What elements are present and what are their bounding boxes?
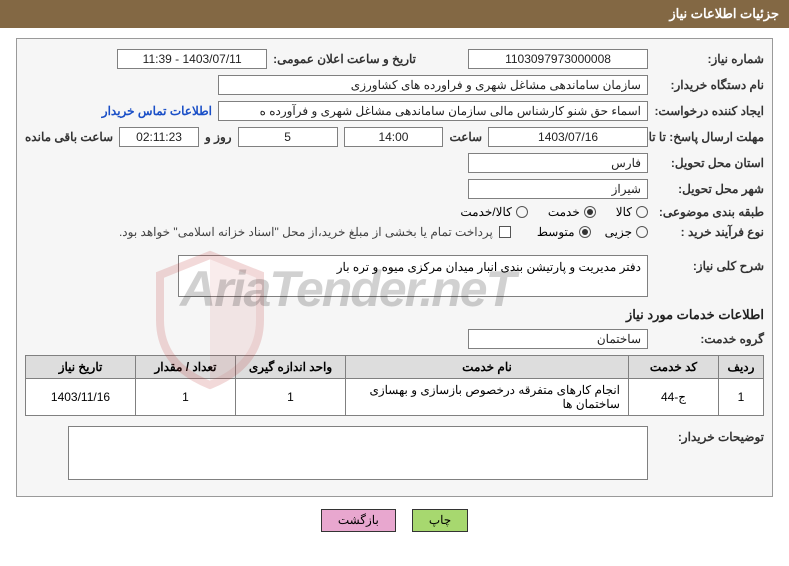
row-buyer-org: نام دستگاه خریدار: سازمان ساماندهی مشاغل… bbox=[25, 75, 764, 95]
buyer-org-field: سازمان ساماندهی مشاغل شهری و فراورده های… bbox=[218, 75, 648, 95]
radio-goods-label: کالا bbox=[616, 205, 632, 219]
desc-label: شرح کلی نیاز: bbox=[654, 255, 764, 273]
cell-name: انجام کارهای متفرقه درخصوص بازسازی و بهس… bbox=[346, 379, 629, 416]
row-buyer-notes: توضیحات خریدار: bbox=[25, 426, 764, 480]
deadline-date-field: 1403/07/16 bbox=[488, 127, 648, 147]
cell-code: ج-44 bbox=[629, 379, 719, 416]
remaining-label: ساعت باقی مانده bbox=[25, 130, 113, 144]
cell-qty: 1 bbox=[136, 379, 236, 416]
days-label: روز و bbox=[205, 130, 232, 144]
button-row: چاپ بازگشت bbox=[0, 509, 789, 532]
time-label: ساعت bbox=[449, 130, 482, 144]
pub-date-field: 1403/07/11 - 11:39 bbox=[117, 49, 267, 69]
back-button[interactable]: بازگشت bbox=[321, 509, 396, 532]
th-row: ردیف bbox=[719, 356, 764, 379]
radio-partial[interactable]: جزیی bbox=[605, 225, 648, 239]
cell-date: 1403/11/16 bbox=[26, 379, 136, 416]
treasury-checkbox[interactable] bbox=[499, 226, 511, 238]
category-label: طبقه بندی موضوعی: bbox=[654, 205, 764, 219]
deadline-time-field: 14:00 bbox=[344, 127, 444, 147]
pub-date-label: تاریخ و ساعت اعلان عمومی: bbox=[273, 52, 416, 66]
radio-both-label: کالا/خدمت bbox=[460, 205, 511, 219]
row-category: طبقه بندی موضوعی: کالا خدمت کالا/خدمت bbox=[25, 205, 764, 219]
province-label: استان محل تحویل: bbox=[654, 156, 764, 170]
buyer-notes-box bbox=[68, 426, 648, 480]
process-label: نوع فرآیند خرید : bbox=[654, 225, 764, 239]
radio-service-label: خدمت bbox=[548, 205, 580, 219]
countdown-field: 02:11:23 bbox=[119, 127, 199, 147]
creator-field: اسماء حق شنو کارشناس مالی سازمان سامانده… bbox=[218, 101, 648, 121]
panel-header: جزئیات اطلاعات نیاز bbox=[0, 0, 789, 28]
row-process: نوع فرآیند خرید : جزیی متوسط پرداخت تمام… bbox=[25, 225, 764, 239]
radio-medium-label: متوسط bbox=[537, 225, 575, 239]
th-date: تاریخ نیاز bbox=[26, 356, 136, 379]
need-no-label: شماره نیاز: bbox=[654, 52, 764, 66]
province-field: فارس bbox=[468, 153, 648, 173]
services-table: ردیف کد خدمت نام خدمت واحد اندازه گیری ت… bbox=[25, 355, 764, 416]
treasury-note: پرداخت تمام یا بخشی از مبلغ خرید،از محل … bbox=[119, 225, 493, 239]
service-group-field: ساختمان bbox=[468, 329, 648, 349]
contact-link[interactable]: اطلاعات تماس خریدار bbox=[102, 104, 212, 118]
table-row: 1 ج-44 انجام کارهای متفرقه درخصوص بازساز… bbox=[26, 379, 764, 416]
desc-text: دفتر مدیریت و پارتیشن بندی انبار میدان م… bbox=[337, 260, 641, 274]
th-name: نام خدمت bbox=[346, 356, 629, 379]
radio-icon bbox=[516, 206, 528, 218]
th-unit: واحد اندازه گیری bbox=[236, 356, 346, 379]
services-section-title: اطلاعات خدمات مورد نیاز bbox=[25, 307, 764, 323]
cell-row: 1 bbox=[719, 379, 764, 416]
row-service-group: گروه خدمت: ساختمان bbox=[25, 329, 764, 349]
radio-medium[interactable]: متوسط bbox=[537, 225, 591, 239]
need-no-field: 1103097973000008 bbox=[468, 49, 648, 69]
table-header-row: ردیف کد خدمت نام خدمت واحد اندازه گیری ت… bbox=[26, 356, 764, 379]
panel-body: شماره نیاز: 1103097973000008 تاریخ و ساع… bbox=[16, 38, 773, 497]
city-label: شهر محل تحویل: bbox=[654, 182, 764, 196]
row-city: شهر محل تحویل: شیراز bbox=[25, 179, 764, 199]
deadline-label: مهلت ارسال پاسخ: تا تاریخ: bbox=[654, 130, 764, 144]
row-need-number: شماره نیاز: 1103097973000008 تاریخ و ساع… bbox=[25, 49, 764, 69]
row-creator: ایجاد کننده درخواست: اسماء حق شنو کارشنا… bbox=[25, 101, 764, 121]
th-code: کد خدمت bbox=[629, 356, 719, 379]
city-field: شیراز bbox=[468, 179, 648, 199]
radio-goods[interactable]: کالا bbox=[616, 205, 648, 219]
row-deadline: مهلت ارسال پاسخ: تا تاریخ: 1403/07/16 سا… bbox=[25, 127, 764, 147]
radio-icon bbox=[636, 206, 648, 218]
process-radio-group: جزیی متوسط bbox=[537, 225, 648, 239]
print-button[interactable]: چاپ bbox=[412, 509, 468, 532]
row-description: شرح کلی نیاز: دفتر مدیریت و پارتیشن بندی… bbox=[25, 255, 764, 297]
row-province: استان محل تحویل: فارس bbox=[25, 153, 764, 173]
cell-unit: 1 bbox=[236, 379, 346, 416]
buyer-org-label: نام دستگاه خریدار: bbox=[654, 78, 764, 92]
panel-title: جزئیات اطلاعات نیاز bbox=[669, 6, 779, 21]
th-qty: تعداد / مقدار bbox=[136, 356, 236, 379]
radio-service[interactable]: خدمت bbox=[548, 205, 596, 219]
radio-both[interactable]: کالا/خدمت bbox=[460, 205, 527, 219]
desc-box: دفتر مدیریت و پارتیشن بندی انبار میدان م… bbox=[178, 255, 648, 297]
creator-label: ایجاد کننده درخواست: bbox=[654, 104, 764, 118]
radio-icon bbox=[636, 226, 648, 238]
category-radio-group: کالا خدمت کالا/خدمت bbox=[460, 205, 648, 219]
radio-icon bbox=[579, 226, 591, 238]
radio-icon bbox=[584, 206, 596, 218]
service-group-label: گروه خدمت: bbox=[654, 332, 764, 346]
days-field: 5 bbox=[238, 127, 338, 147]
buyer-notes-label: توضیحات خریدار: bbox=[654, 426, 764, 444]
radio-partial-label: جزیی bbox=[605, 225, 632, 239]
